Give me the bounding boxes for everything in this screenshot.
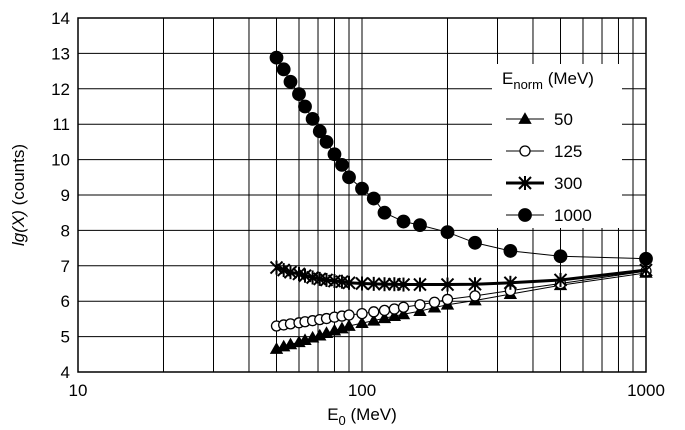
y-tick-label: 6	[61, 292, 70, 311]
data-point-125	[441, 293, 454, 306]
legend-label: 125	[554, 142, 582, 161]
data-point-125	[378, 304, 391, 317]
data-point-300	[367, 276, 381, 291]
y-tick-label: 10	[51, 151, 70, 170]
y-tick-label: 14	[51, 9, 70, 28]
data-point-300	[342, 275, 356, 290]
data-point-1000	[377, 205, 392, 220]
data-point-1000	[292, 87, 306, 102]
data-point-125	[414, 299, 426, 311]
y-tick-label: 12	[51, 80, 70, 99]
y-tick-label: 13	[51, 44, 70, 63]
x-tick-label: 10	[69, 381, 88, 400]
data-point-125	[368, 306, 380, 318]
data-point-1000	[440, 225, 455, 240]
data-point-125	[469, 290, 481, 302]
data-point-50	[396, 307, 411, 320]
data-point-1000	[283, 74, 298, 89]
data-point-1000	[335, 158, 349, 172]
y-tick-label: 7	[61, 257, 70, 276]
legend-label: 1000	[554, 206, 592, 225]
legend-item-50: 50	[506, 110, 573, 129]
legend-marker	[518, 208, 532, 222]
axis-layer: 4 5 6 7 8 9 10 11 12 13 14 10 100 1000 E0 (MeV) lg(X) (…	[9, 9, 665, 428]
data-point-1000	[327, 147, 342, 162]
data-point-1000	[355, 181, 369, 196]
legend-label: 50	[554, 110, 573, 129]
y-axis-title: lg(X) (counts)	[9, 144, 28, 246]
legend-marker	[518, 112, 532, 124]
data-point-300	[396, 277, 411, 292]
data-point-300	[553, 272, 568, 287]
data-point-1000	[305, 111, 320, 126]
series-1000	[269, 50, 653, 266]
data-point-50	[377, 311, 392, 324]
data-point-50	[355, 316, 369, 329]
data-point-1000	[319, 134, 334, 149]
legend-marker	[519, 145, 531, 157]
data-point-50	[367, 313, 381, 326]
data-point-300	[413, 277, 427, 292]
legend-item-125: 125	[506, 142, 582, 161]
data-point-50	[387, 309, 402, 321]
series-layer	[269, 50, 653, 354]
legend-item-1000: 1000	[506, 206, 592, 225]
x-axis-title: E0 (MeV)	[327, 405, 397, 428]
data-point-300	[440, 277, 455, 292]
data-point-300	[503, 275, 518, 290]
legend-title: Enorm (MeV)	[502, 69, 594, 92]
data-point-1000	[503, 244, 518, 258]
legend-label: 300	[554, 174, 582, 193]
legend-item-300: 300	[506, 174, 582, 193]
series-300	[269, 260, 653, 292]
data-point-300	[468, 277, 482, 292]
data-point-1000	[468, 235, 482, 250]
data-point-125	[397, 301, 410, 313]
data-point-1000	[366, 191, 381, 206]
data-point-125	[356, 307, 368, 320]
legend-layer: Enorm (MeV) 50 125 300 1000	[492, 64, 622, 228]
y-tick-label: 11	[52, 115, 70, 134]
y-tick-label: 9	[61, 186, 70, 205]
data-point-125	[428, 296, 441, 308]
data-point-1000	[413, 218, 427, 232]
data-point-300	[377, 277, 392, 292]
data-point-1000	[312, 124, 327, 139]
data-point-1000	[396, 214, 411, 229]
data-point-125	[343, 309, 355, 321]
series-50	[269, 266, 653, 354]
data-point-300	[269, 260, 284, 275]
legend-marker	[518, 176, 532, 190]
x-tick-label: 100	[348, 381, 376, 400]
data-point-125	[388, 303, 401, 315]
data-point-50	[342, 319, 356, 331]
series-line-300	[276, 266, 647, 287]
x-tick-label: 1000	[627, 381, 665, 400]
y-tick-label: 8	[61, 221, 70, 240]
data-point-1000	[553, 249, 568, 264]
data-point-1000	[298, 99, 312, 114]
plot-frame	[77, 17, 647, 373]
y-tick-label: 5	[61, 328, 70, 347]
data-point-1000	[342, 170, 356, 185]
legend-box	[492, 64, 622, 228]
series-125	[270, 265, 652, 332]
data-point-1000	[276, 62, 291, 77]
data-point-300	[355, 276, 369, 291]
data-point-1000	[269, 50, 284, 65]
y-tick-label: 4	[61, 363, 70, 382]
